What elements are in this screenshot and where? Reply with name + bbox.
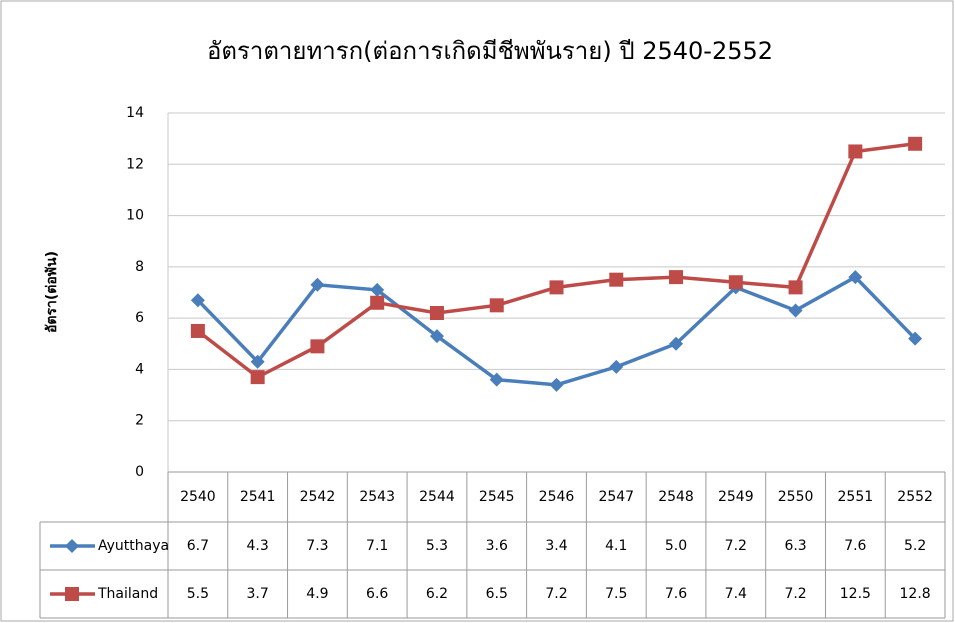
marker	[310, 277, 325, 292]
table-value: 3.7	[247, 586, 269, 602]
x-tick-label: 2552	[897, 489, 933, 505]
table-value: 7.1	[366, 538, 388, 554]
marker	[788, 303, 803, 318]
x-tick-label: 2550	[778, 489, 814, 505]
marker	[549, 280, 564, 295]
marker	[848, 270, 863, 285]
y-tick-label: 12	[126, 156, 144, 172]
table-value: 7.2	[545, 586, 567, 602]
table-value: 6.2	[426, 586, 448, 602]
table-value: 5.5	[187, 586, 209, 602]
marker	[489, 372, 504, 387]
marker	[190, 323, 205, 338]
x-tick-label: 2542	[300, 489, 336, 505]
marker	[65, 587, 79, 601]
marker	[250, 354, 265, 369]
marker	[609, 272, 624, 287]
table-value: 12.5	[840, 586, 871, 602]
x-tick-label: 2549	[718, 489, 754, 505]
marker	[848, 144, 863, 159]
x-tick-label: 2547	[598, 489, 634, 505]
marker	[429, 306, 444, 321]
marker	[370, 282, 385, 297]
x-tick-label: 2551	[838, 489, 874, 505]
table-value: 7.2	[725, 538, 747, 554]
y-tick-label: 0	[135, 464, 144, 480]
marker	[190, 293, 205, 308]
marker	[65, 539, 79, 553]
x-tick-label: 2541	[240, 489, 276, 505]
marker	[728, 275, 743, 290]
legend-label: Ayutthaya	[98, 538, 169, 554]
chart-title: อัตราตายทารก(ต่อการเกิดมีชีพพันราย) ปี 2…	[207, 37, 773, 65]
table-value: 5.2	[904, 538, 926, 554]
table-value: 6.7	[187, 538, 209, 554]
y-tick-label: 8	[135, 259, 144, 275]
table-value: 6.3	[784, 538, 806, 554]
table-value: 6.5	[486, 586, 508, 602]
y-tick-label: 4	[135, 361, 144, 377]
table-value: 3.4	[545, 538, 567, 554]
table-value: 5.0	[665, 538, 687, 554]
table-value: 5.3	[426, 538, 448, 554]
x-tick-label: 2544	[419, 489, 455, 505]
table-value: 3.6	[486, 538, 508, 554]
table-value: 7.6	[665, 586, 687, 602]
legend-label: Thailand	[97, 586, 158, 602]
marker	[370, 295, 385, 310]
table-value: 4.3	[247, 538, 269, 554]
marker	[669, 336, 684, 351]
y-axis-label: อัตรา(ต่อพัน)	[44, 251, 60, 333]
table-value: 7.2	[784, 586, 806, 602]
x-tick-label: 2540	[180, 489, 216, 505]
table-value: 7.6	[844, 538, 866, 554]
marker	[250, 370, 265, 385]
x-tick-label: 2545	[479, 489, 515, 505]
y-tick-label: 14	[126, 105, 144, 121]
x-tick-label: 2543	[359, 489, 395, 505]
marker	[489, 298, 504, 313]
marker	[788, 280, 803, 295]
table-value: 4.9	[306, 586, 328, 602]
y-tick-label: 6	[135, 310, 144, 326]
table-value: 7.5	[605, 586, 627, 602]
x-tick-label: 2546	[539, 489, 575, 505]
marker	[429, 329, 444, 344]
y-tick-label: 2	[135, 413, 144, 429]
table-value: 6.6	[366, 586, 388, 602]
marker	[310, 339, 325, 354]
table-value: 7.4	[725, 586, 747, 602]
table-value: 4.1	[605, 538, 627, 554]
marker	[609, 359, 624, 374]
x-tick-label: 2548	[658, 489, 694, 505]
y-tick-label: 10	[126, 208, 144, 224]
marker	[908, 331, 923, 346]
marker	[669, 270, 684, 285]
marker	[549, 377, 564, 392]
table-value: 7.3	[306, 538, 328, 554]
table-value: 12.8	[900, 586, 931, 602]
marker	[908, 136, 923, 151]
